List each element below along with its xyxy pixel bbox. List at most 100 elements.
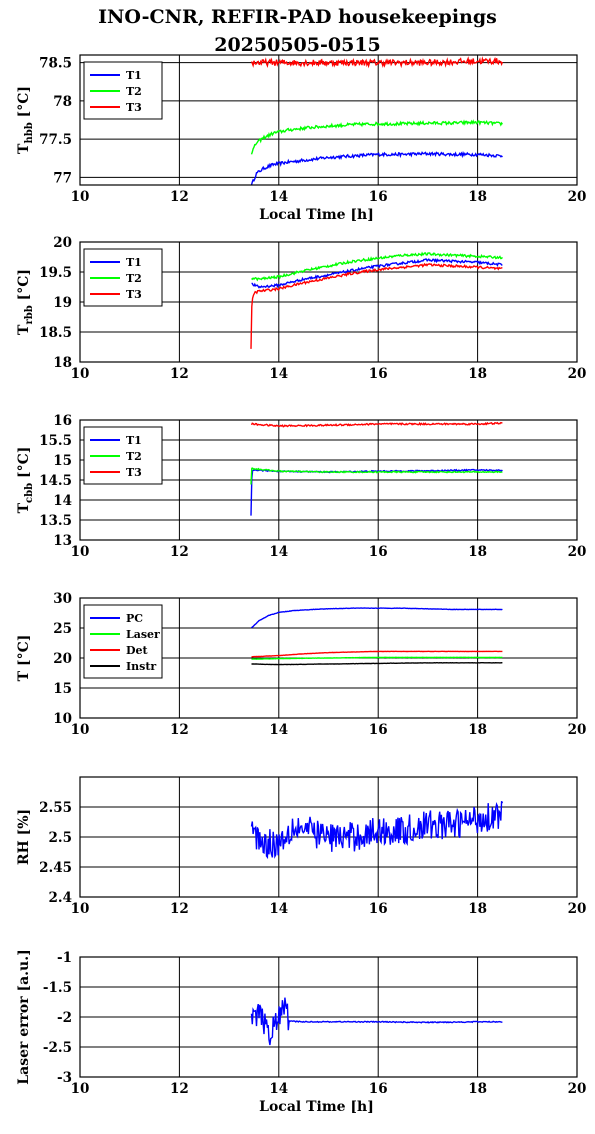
chart-title-line1: INO-CNR, REFIR-PAD housekeepings — [98, 6, 497, 28]
x-tick-label: 20 — [568, 901, 587, 917]
series-line-t1 — [251, 257, 503, 289]
plot-frame — [79, 54, 578, 186]
legend-entry: T2 — [126, 450, 142, 463]
legend-entry: T3 — [126, 101, 142, 114]
panel-4: 10 12 14 16 18 20 10 15 20 25 30 T [°C] PC Laser Det In… — [16, 591, 586, 738]
y-axis-label: Thbb [°C] — [16, 86, 35, 154]
panel-2: 10 12 14 16 18 20 18 18.5 19 19.5 20 Trbb [°C] T1 T2 T… — [16, 235, 586, 382]
y-tick-label: 18 — [53, 355, 72, 371]
y-tick-label: 16 — [53, 413, 72, 429]
x-tick-label: 16 — [369, 189, 388, 205]
y-tick-label: 78.5 — [39, 56, 72, 72]
y-tick-label: 30 — [53, 591, 72, 607]
series-line-t2 — [251, 251, 503, 282]
x-tick-label: 10 — [71, 189, 90, 205]
x-tick-label: 12 — [170, 366, 189, 382]
y-axis-label: Trbb [°C] — [16, 269, 35, 335]
series-line-t1 — [250, 468, 503, 516]
x-tick-label: 12 — [170, 1081, 189, 1097]
series-line-t2 — [250, 119, 503, 155]
panel-5: 10 12 14 16 18 20 2.4 2.45 2.5 2.55 RH [%] — [16, 776, 587, 917]
x-tick-label: 10 — [71, 901, 90, 917]
x-tick-label: 14 — [269, 544, 288, 560]
x-tick-label: 16 — [369, 901, 388, 917]
series-line-t3 — [250, 262, 503, 349]
y-tick-label: 15 — [53, 453, 72, 469]
y-tick-label: 19.5 — [39, 265, 72, 281]
legend-entry: Instr — [126, 660, 156, 673]
x-tick-label: 14 — [269, 189, 288, 205]
x-tick-label: 14 — [269, 901, 288, 917]
y-tick-label: 18.5 — [39, 325, 72, 341]
x-tick-label: 14 — [269, 722, 288, 738]
panel-3: 10 12 14 16 18 20 13 13.5 14 14.5 15 15.5 16 Tcbb [°C… — [16, 413, 586, 560]
legend-entry: Laser — [126, 628, 160, 641]
y-tick-label: -2 — [57, 1010, 72, 1026]
y-tick-label: 15.5 — [39, 433, 72, 449]
x-tick-label: 16 — [369, 1081, 388, 1097]
series-line-data — [250, 800, 504, 860]
y-tick-label: 20 — [53, 651, 72, 667]
x-tick-label: 12 — [170, 722, 189, 738]
plot-frame — [79, 956, 578, 1078]
series-line-data — [250, 997, 503, 1046]
legend-entry: T3 — [126, 466, 142, 479]
legend-entry: T1 — [126, 69, 142, 82]
y-tick-label: -1.5 — [43, 980, 72, 996]
x-tick-label: 14 — [269, 1081, 288, 1097]
panel-6: 10 12 14 16 18 20 -3 -2.5 -2 -1.5 -1 Local Time [h]… — [16, 949, 586, 1115]
x-tick-label: 10 — [71, 366, 90, 382]
series-line-laser — [251, 656, 503, 660]
x-tick-label: 18 — [468, 1081, 487, 1097]
x-tick-label: 20 — [568, 1081, 587, 1097]
x-tick-label: 20 — [568, 544, 587, 560]
y-tick-label: 77.5 — [39, 132, 72, 148]
x-axis-label: Local Time [h] — [259, 207, 374, 223]
series-line-instr — [251, 661, 503, 666]
x-tick-label: 10 — [71, 544, 90, 560]
x-tick-label: 16 — [369, 544, 388, 560]
x-tick-label: 18 — [468, 901, 487, 917]
y-tick-label: 13.5 — [39, 513, 72, 529]
x-tick-label: 20 — [568, 366, 587, 382]
y-tick-label: 2.5 — [49, 830, 73, 846]
series-line-t3 — [250, 421, 503, 428]
x-tick-label: 18 — [468, 544, 487, 560]
y-tick-label: 2.45 — [39, 860, 72, 876]
y-tick-label: 14 — [53, 493, 72, 509]
y-tick-label: 15 — [53, 681, 72, 697]
legend-entry: T2 — [126, 272, 142, 285]
y-tick-label: -2.5 — [43, 1040, 72, 1056]
x-tick-label: 20 — [568, 722, 587, 738]
x-tick-label: 16 — [369, 366, 388, 382]
panel-1: 10 12 14 16 18 20 77 77.5 78 78.5 Local Time [h] Th… — [16, 54, 587, 223]
plot-frame — [79, 241, 578, 363]
y-tick-label: 14.5 — [39, 473, 72, 489]
x-tick-label: 18 — [468, 366, 487, 382]
series-line-pc — [250, 607, 503, 629]
y-tick-label: -1 — [57, 950, 72, 966]
y-axis-label: T [°C] — [16, 635, 32, 682]
legend-entry: PC — [126, 612, 143, 625]
chart-title-line2: 20250505-0515 — [214, 34, 381, 56]
series-line-t2 — [250, 467, 503, 485]
x-tick-label: 12 — [170, 544, 189, 560]
plot-frame — [79, 776, 578, 898]
y-tick-label: 20 — [53, 235, 72, 251]
x-axis-label: Local Time [h] — [259, 1099, 374, 1115]
x-tick-label: 14 — [269, 366, 288, 382]
legend-entry: T3 — [126, 288, 142, 301]
y-tick-label: 10 — [53, 711, 72, 727]
x-tick-label: 20 — [568, 189, 587, 205]
y-tick-label: 25 — [53, 621, 72, 637]
y-tick-label: 78 — [53, 94, 72, 110]
y-axis-label: Tcbb [°C] — [16, 447, 35, 514]
y-tick-label: 2.4 — [49, 890, 73, 906]
plot-frame — [79, 597, 578, 719]
x-tick-label: 12 — [170, 901, 189, 917]
legend-entry: T1 — [126, 256, 142, 269]
y-tick-label: 19 — [53, 295, 72, 311]
legend-entry: T1 — [126, 434, 142, 447]
x-tick-label: 12 — [170, 189, 189, 205]
